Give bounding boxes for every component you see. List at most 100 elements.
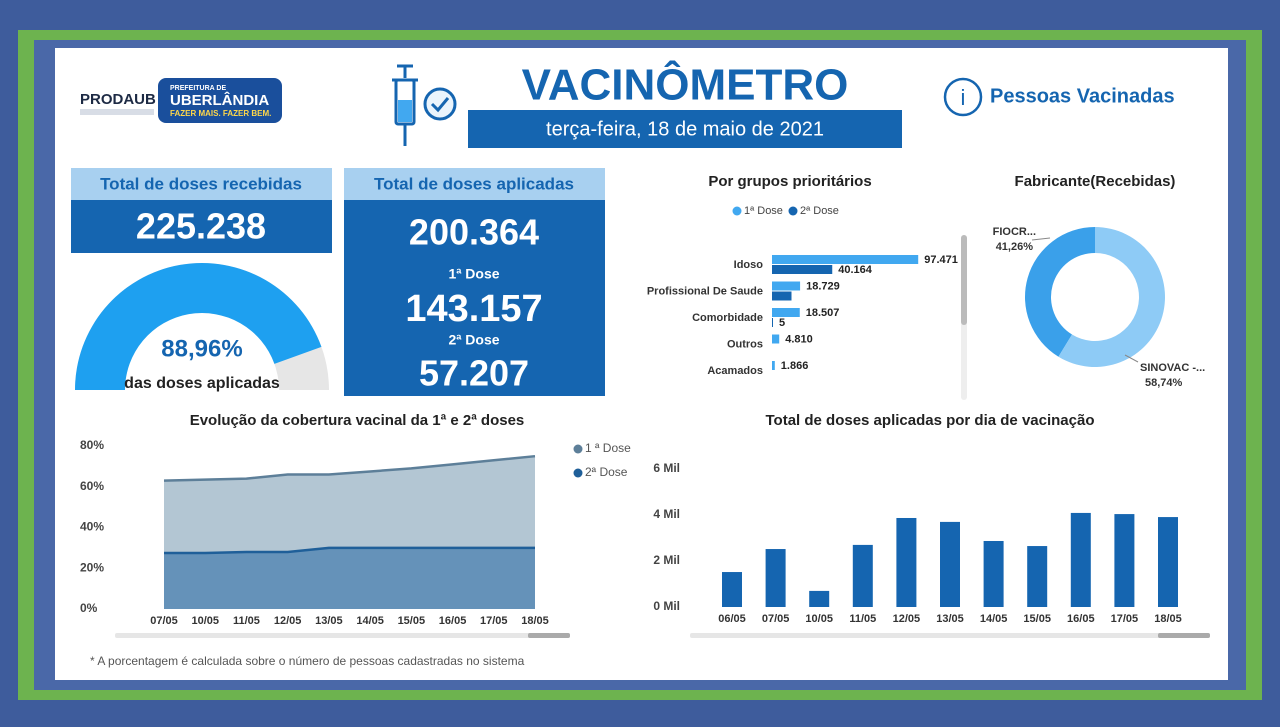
title: VACINÔMETRO [522,59,849,110]
y-tick-label: Acamados [707,365,763,377]
legend-label: 1ª Dose [744,205,783,217]
info-icon[interactable] [943,77,983,117]
kpi-label: Total de doses aplicadas [374,174,574,193]
bar [772,308,800,317]
x-tick-label: 11/05 [233,615,260,627]
y-tick-label: Profissional De Saude [647,285,763,297]
chart-title: Por grupos prioritários [708,173,871,190]
legend-swatch [573,444,583,454]
x-tick-label: 07/05 [762,613,790,625]
scroll-track [690,633,1210,638]
legend-label: 2ª Dose [585,465,628,479]
bar [1027,546,1048,607]
x-tick-label: 13/05 [936,613,964,625]
kpi-body [344,200,605,396]
bar [772,281,801,291]
y-tick-label: 4 Mil [653,507,680,521]
x-tick-label: 16/05 [1067,613,1095,625]
line [163,454,536,482]
kpi-body [71,200,332,253]
leader-line [1124,354,1139,363]
slice-value: 41,26% [996,241,1034,253]
kpi-sub-value: 57.207 [419,353,529,394]
info-glyph: i [961,85,966,110]
legend-swatch [573,468,583,478]
slice-label: FIOCR... [993,226,1036,238]
bar [772,265,833,274]
y-tick-label: 80% [80,438,104,452]
org-sub [80,109,154,115]
gauge-value: 88,96% [161,335,242,362]
scroll-track [115,633,570,638]
y-tick-label: 0 Mil [653,599,680,613]
data-label: 18.729 [806,280,840,292]
scroll-thumb[interactable] [1158,633,1210,638]
donut-slice [1058,227,1166,367]
y-tick-label: 40% [80,520,104,534]
x-tick-label: 14/05 [356,615,384,627]
logo-line: UBERLÂNDIA [170,91,269,109]
area-fill [164,547,535,609]
slice-label: SINOVAC -... [1140,362,1205,374]
bar [765,549,786,607]
y-tick-label: Outros [727,338,763,350]
gauge-caption: das doses aplicadas [124,375,280,392]
bar [722,572,742,607]
x-tick-label: 18/05 [1154,613,1182,625]
x-tick-label: 11/05 [849,613,876,625]
kpi-value: 225.238 [136,206,266,247]
y-tick-label: 60% [80,479,104,493]
line [164,546,535,555]
city-logo [158,78,282,123]
x-tick-label: 17/05 [480,615,508,627]
bar [896,517,917,607]
x-tick-label: 06/05 [718,613,746,625]
kpi-header [344,168,605,200]
donut-slice [1025,227,1095,357]
y-tick-label: 0% [80,601,98,615]
y-tick-label: 6 Mil [653,461,680,475]
bar [772,318,773,327]
bar [940,521,960,607]
y-tick-label: 2 Mil [653,553,680,567]
leader-line [1031,237,1051,241]
x-tick-label: 10/05 [191,615,219,627]
scroll-thumb[interactable] [961,235,967,325]
x-tick-label: 10/05 [805,613,833,625]
chart-title: Total de doses aplicadas por dia de vaci… [765,412,1094,429]
chart-title: Fabricante(Recebidas) [1015,173,1176,190]
bar [983,540,1004,607]
scroll-thumb[interactable] [528,633,570,638]
bar [1114,514,1135,607]
x-tick-label: 12/05 [893,613,921,625]
legend-label: 1 ª Dose [585,441,631,455]
x-tick-label: 14/05 [980,613,1008,625]
data-label: 1.866 [781,360,809,372]
nav-link[interactable]: Pessoas Vacinadas [990,85,1175,107]
x-tick-label: 15/05 [398,615,426,627]
kpi-label: Total de doses recebidas [100,174,302,193]
footnote: * A porcentagem é calculada sobre o núme… [90,654,525,668]
kpi-sub-value: 143.157 [405,288,542,330]
org-logo: PRODAUB [80,91,156,108]
x-tick-label: 12/05 [274,615,302,627]
date-banner [468,110,902,148]
x-tick-label: 13/05 [315,615,343,627]
x-tick-label: 16/05 [439,615,467,627]
date: terça-feira, 18 de maio de 2021 [546,118,824,140]
y-tick-label: Comorbidade [692,312,763,324]
legend-swatch [732,206,742,216]
data-label: 5 [779,317,785,329]
x-tick-label: 17/05 [1111,613,1139,625]
logo-line: FAZER MAIS. FAZER BEM. [170,109,271,118]
x-tick-label: 15/05 [1023,613,1051,625]
y-tick-label: Idoso [734,259,764,271]
bar [1158,517,1178,607]
x-tick-label: 18/05 [521,615,549,627]
bar [772,291,792,301]
syringe-icon [392,64,457,146]
bar [772,361,775,370]
kpi-value: 200.364 [409,212,539,253]
legend-swatch [788,206,798,216]
